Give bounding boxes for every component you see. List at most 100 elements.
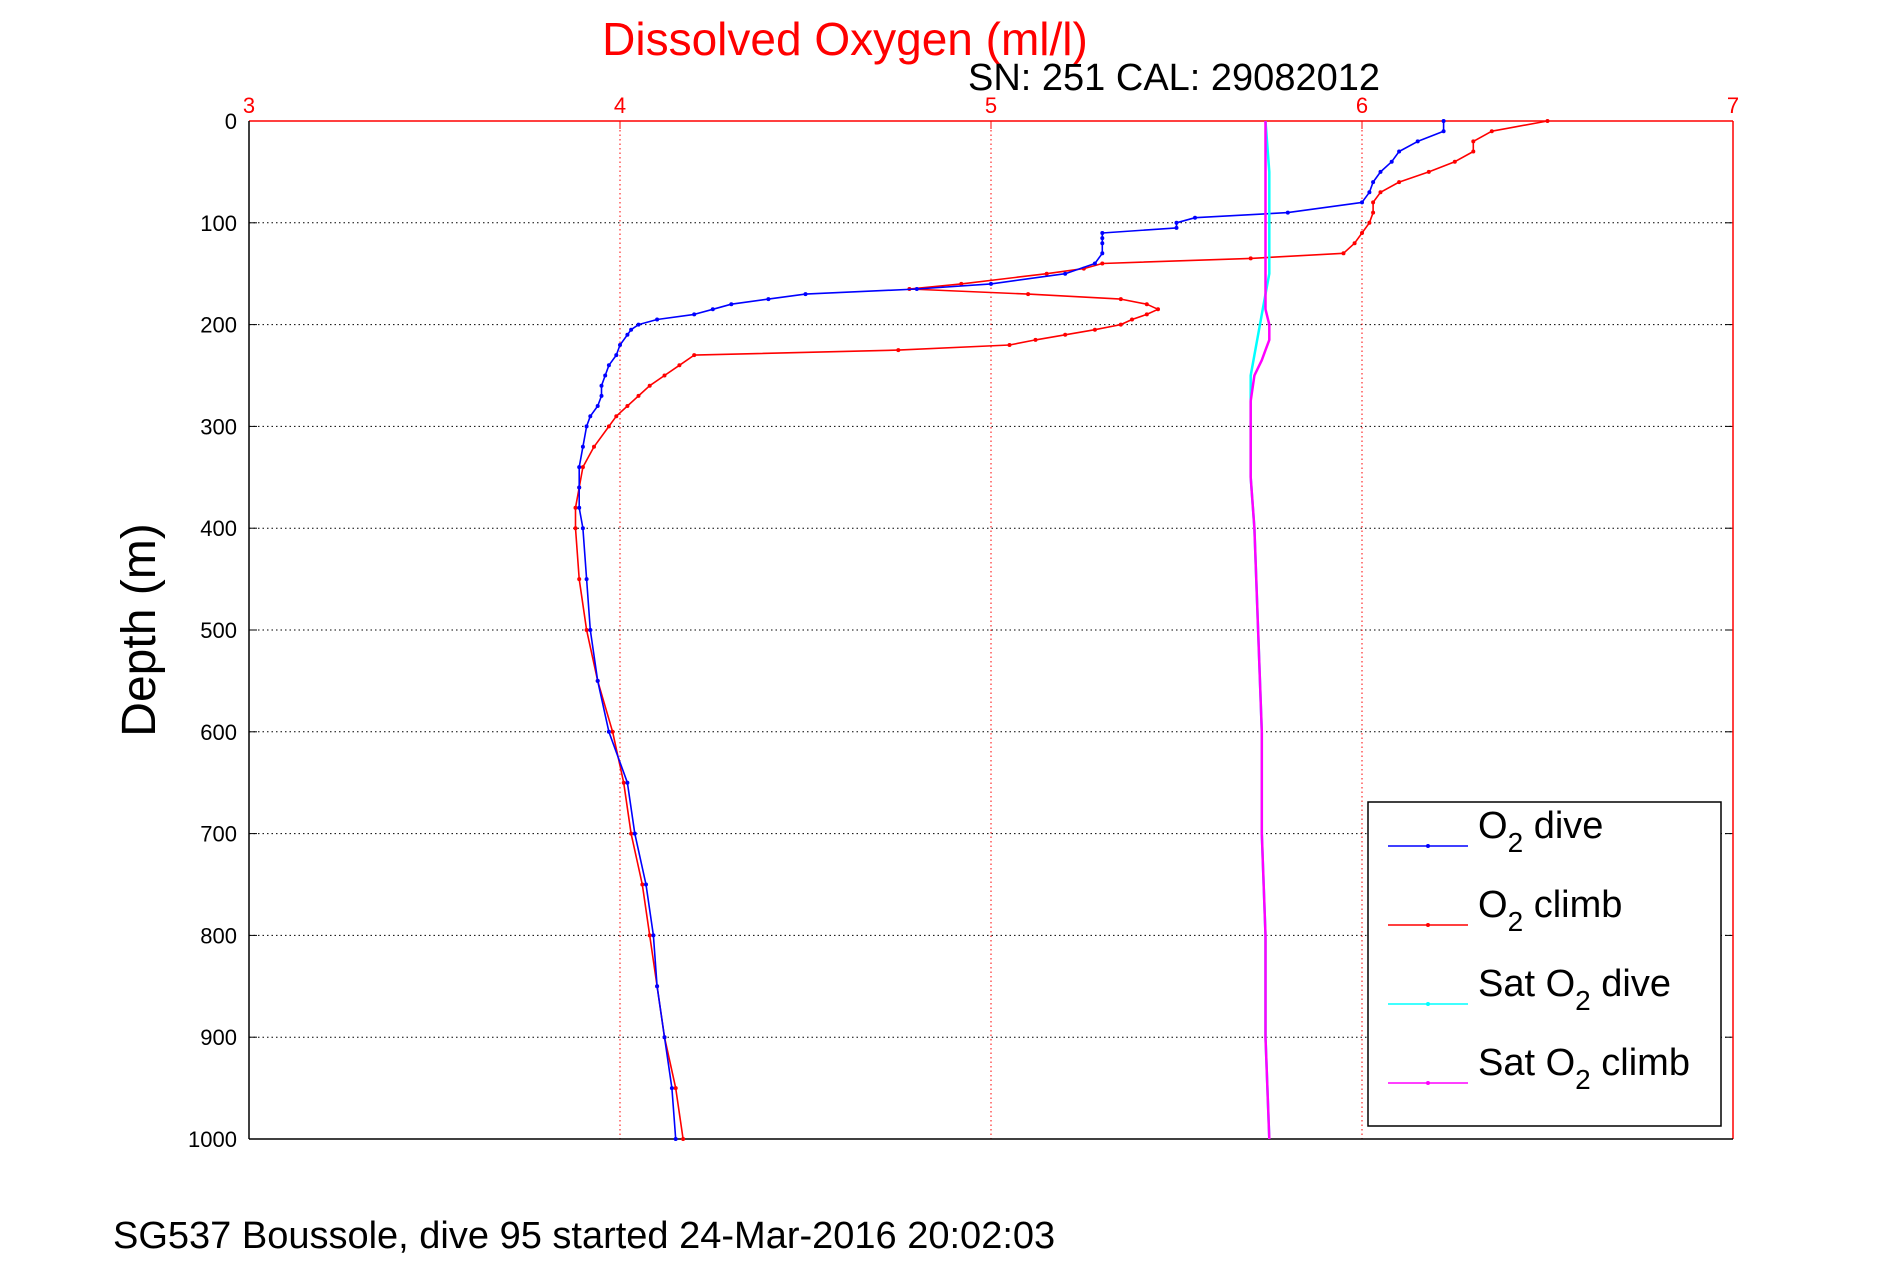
series-point-1	[896, 348, 901, 353]
series-point-1	[573, 526, 578, 531]
x-tick-label: 5	[985, 93, 997, 118]
series-point-1	[1092, 327, 1097, 332]
series-point-0	[625, 332, 630, 337]
series-point-1	[1156, 307, 1160, 312]
legend-box	[1367, 801, 1722, 1127]
series-point-0	[1441, 129, 1446, 134]
series-point-0	[692, 312, 697, 317]
y-tick-label: 900	[200, 1025, 237, 1050]
series-point-1	[577, 577, 582, 582]
footer-caption: SG537 Boussole, dive 95 started 24-Mar-2…	[113, 1215, 1055, 1257]
series-point-0	[803, 292, 808, 297]
series-point-0	[603, 373, 608, 378]
series-point-0	[636, 322, 641, 327]
series-point-0	[599, 383, 604, 388]
series-point-1	[1489, 129, 1494, 134]
series-point-0	[584, 424, 589, 429]
series-point-1	[573, 505, 578, 510]
series-layer	[573, 119, 1550, 1141]
series-point-1	[1007, 343, 1012, 347]
x-tick-label: 6	[1356, 93, 1368, 118]
series-point-0	[588, 414, 593, 419]
series-point-0	[729, 302, 734, 307]
series-point-0	[1092, 261, 1097, 266]
series-point-1	[1471, 139, 1476, 144]
series-point-0	[606, 729, 611, 734]
series-point-0	[1285, 210, 1290, 215]
series-point-1	[1144, 312, 1149, 317]
series-point-1	[647, 383, 652, 388]
series-point-0	[629, 327, 634, 332]
legend-label: O2 climb	[1478, 884, 1622, 937]
series-point-0	[577, 505, 582, 510]
legend-marker	[1426, 923, 1430, 927]
legend-label: Sat O2 climb	[1478, 1042, 1690, 1095]
series-point-1	[681, 1137, 686, 1141]
series-point-1	[1545, 119, 1550, 123]
series-point-1	[1397, 180, 1402, 185]
series-point-0	[632, 831, 637, 836]
series-point-1	[959, 281, 964, 286]
y-tick-label: 0	[225, 109, 237, 134]
series-point-1	[1026, 292, 1031, 297]
series-point-1	[1367, 220, 1372, 225]
legend: O2 dive O2 climb Sat O2 dive Sat O2 climb	[1367, 801, 1722, 1127]
series-point-0	[1100, 231, 1105, 235]
series-point-0	[710, 307, 715, 312]
legend-label: Sat O2 dive	[1478, 963, 1671, 1016]
series-point-0	[1441, 119, 1446, 123]
y-tick-label: 200	[200, 313, 237, 338]
series-point-1	[1118, 322, 1123, 327]
series-point-0	[588, 628, 593, 632]
series-point-1	[1248, 256, 1253, 261]
series-point-1	[1100, 261, 1105, 266]
y-tick-label: 100	[200, 211, 237, 236]
series-point-0	[614, 353, 619, 358]
series-point-0	[651, 933, 656, 938]
series-point-0	[644, 882, 648, 887]
y-tick-label: 1000	[188, 1127, 237, 1152]
series-point-0	[1360, 200, 1364, 205]
series-point-1	[610, 729, 615, 734]
series-point-1	[625, 404, 630, 408]
series-point-0	[1174, 220, 1179, 225]
axes: 0 100 200 300 400 500 600 700 800 900 1000 3 4 5 6 7	[188, 93, 1739, 1152]
grid	[249, 121, 1733, 1139]
series-point-1	[692, 353, 697, 358]
series-point-0	[584, 577, 589, 582]
series-point-1	[1144, 302, 1149, 307]
series-point-0	[1100, 251, 1105, 256]
series-point-0	[599, 393, 604, 398]
series-point-0	[618, 343, 622, 347]
chart-subtitle: SN: 251 CAL: 29082012	[968, 57, 1380, 99]
series-line-0	[578, 121, 1445, 1140]
series-point-1	[584, 628, 589, 632]
y-tick-label: 500	[200, 618, 237, 643]
series-point-0	[1193, 215, 1197, 220]
series-point-1	[673, 1086, 678, 1091]
series-point-1	[1130, 317, 1134, 322]
series-point-0	[1063, 271, 1068, 276]
series-point-1	[621, 780, 626, 785]
series-point-0	[1100, 241, 1105, 246]
y-tick-label: 400	[200, 516, 237, 541]
legend-marker	[1426, 844, 1430, 848]
series-point-0	[655, 317, 660, 322]
series-point-0	[914, 287, 919, 291]
series-point-0	[595, 678, 600, 683]
series-point-0	[1367, 190, 1372, 195]
series-point-1	[1371, 200, 1376, 205]
series-point-1	[614, 414, 619, 419]
series-point-0	[580, 526, 585, 531]
series-point-0	[577, 485, 582, 490]
series-point-1	[1033, 337, 1038, 342]
series-point-0	[1415, 139, 1420, 144]
series-point-0	[673, 1137, 678, 1141]
series-point-1	[592, 444, 596, 449]
series-point-0	[625, 780, 630, 785]
series-point-1	[1341, 251, 1346, 256]
legend-marker	[1426, 1081, 1430, 1085]
series-point-1	[1044, 271, 1049, 276]
x-tick-label: 7	[1727, 93, 1739, 118]
